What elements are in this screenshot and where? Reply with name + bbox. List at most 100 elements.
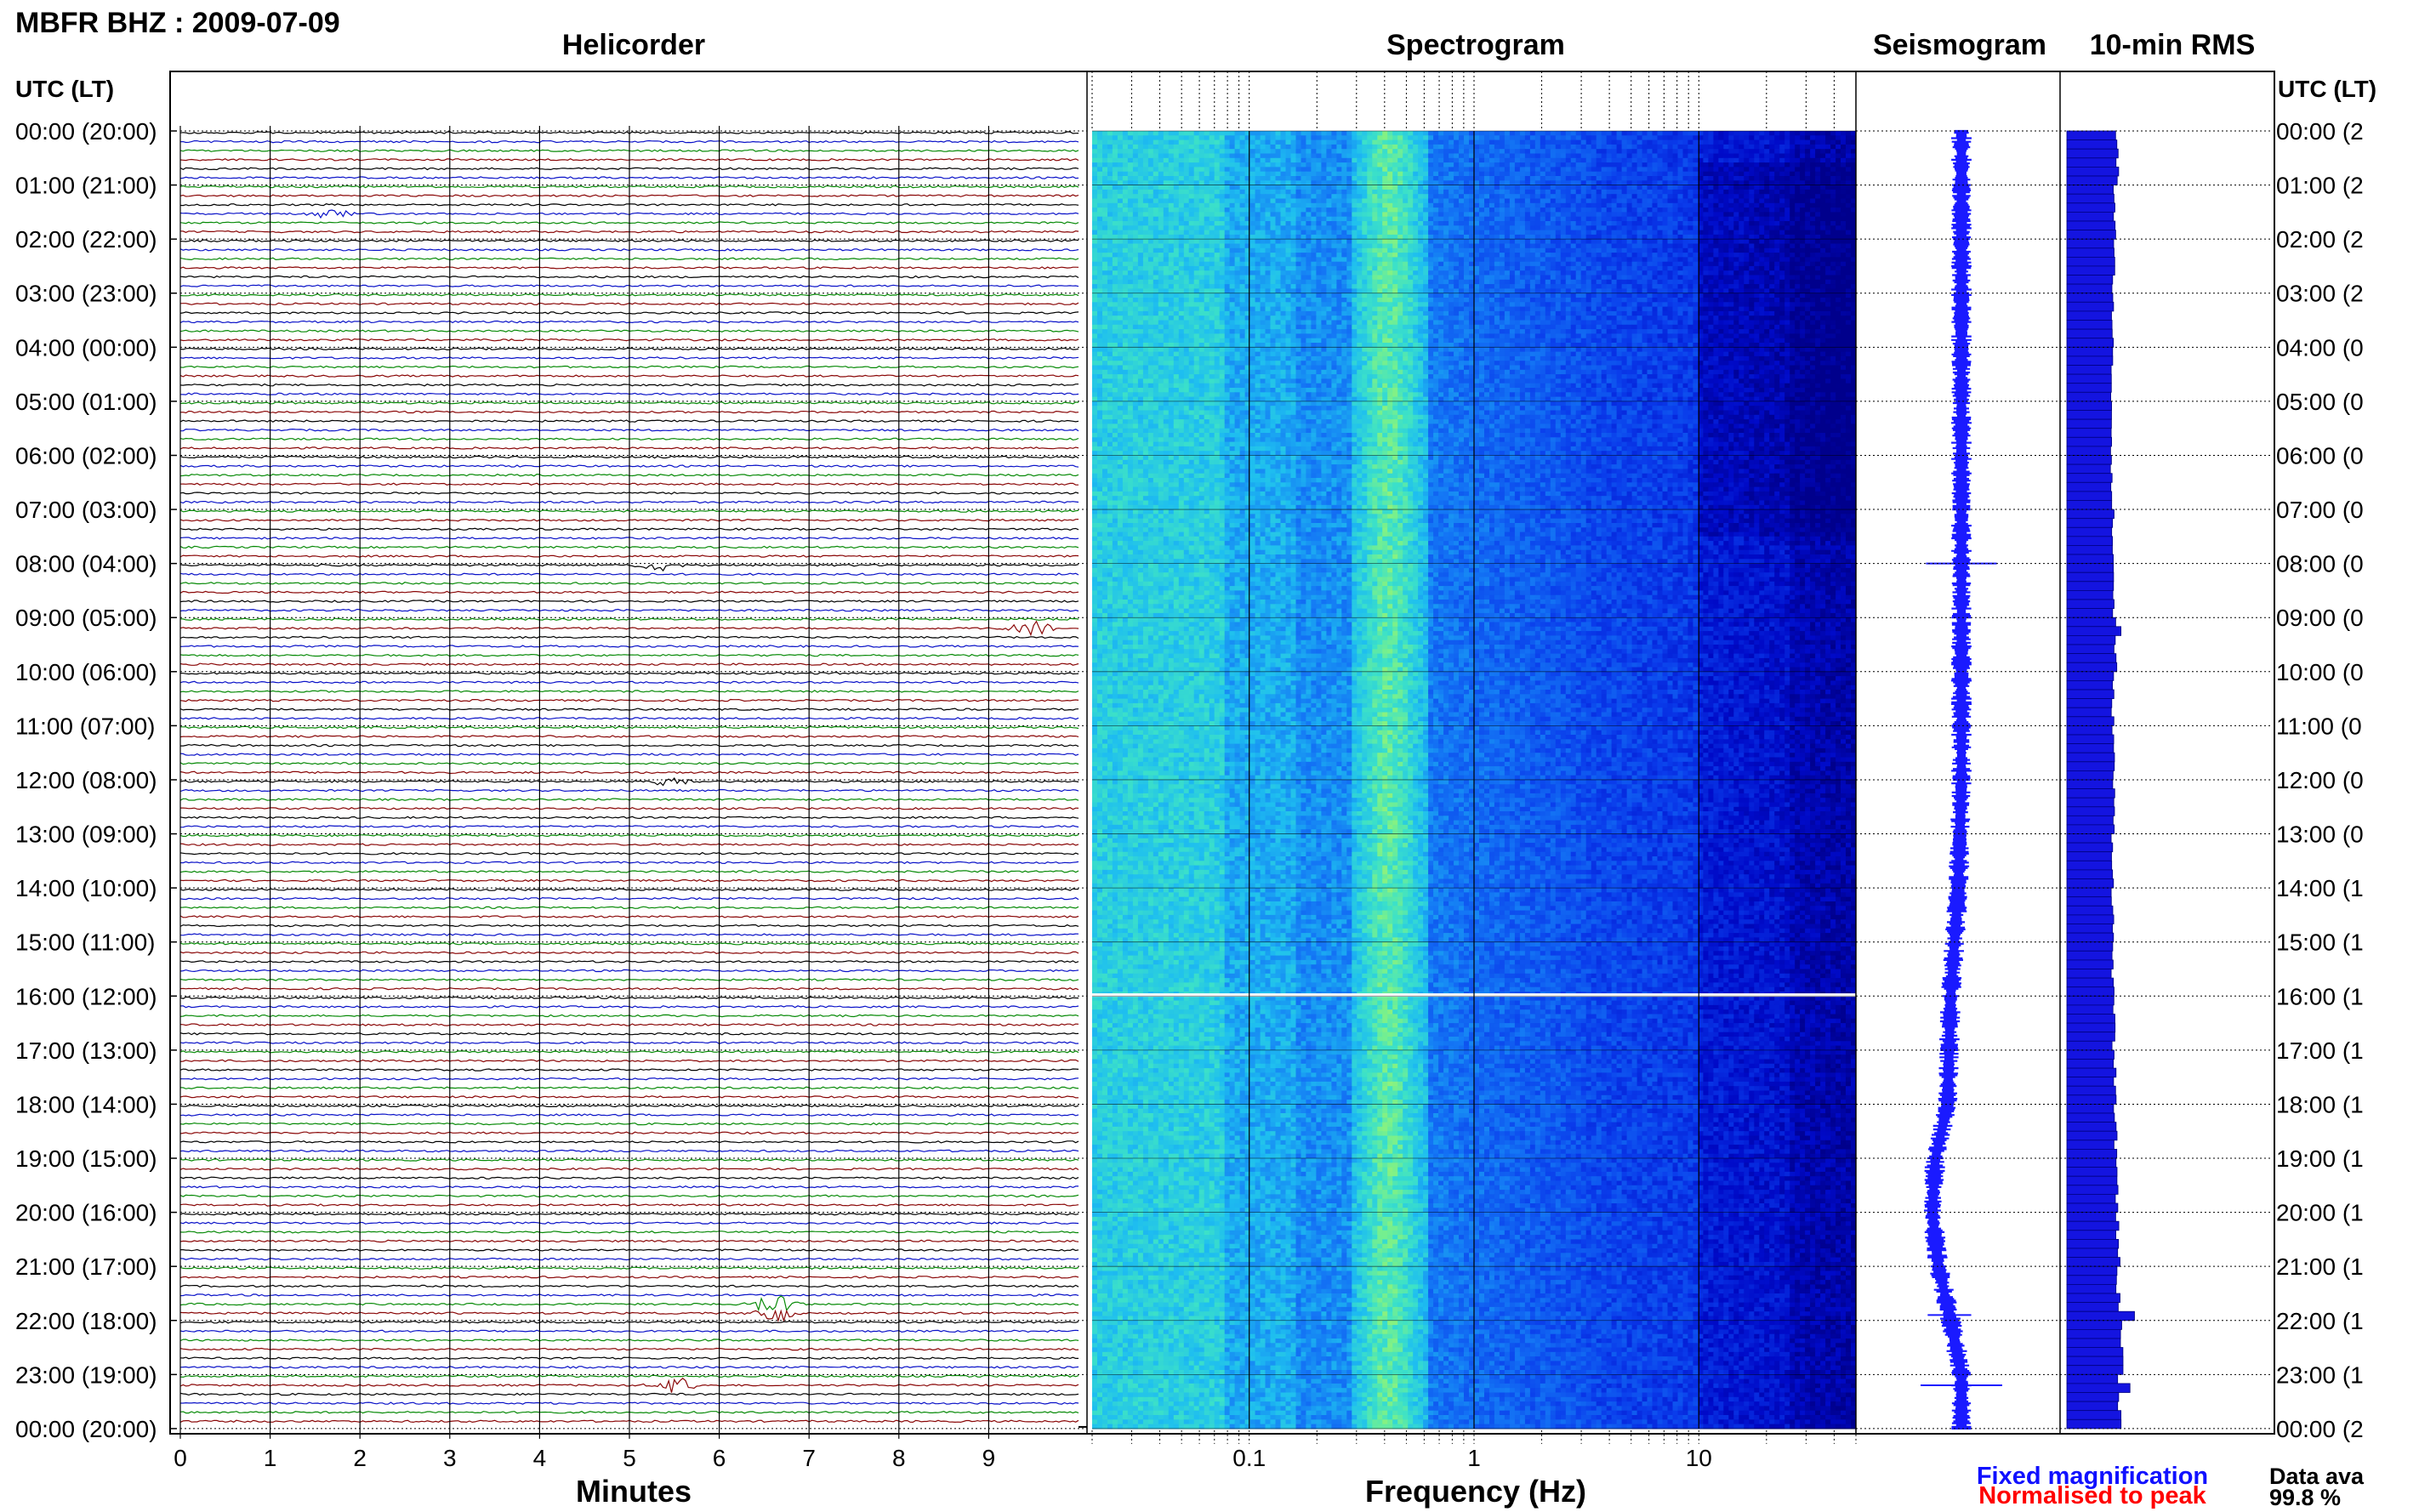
spectrogram-cell	[1438, 216, 1444, 222]
spectrogram-cell	[1331, 212, 1337, 218]
spectrogram-cell	[1703, 139, 1709, 145]
spectrogram-cell	[1173, 247, 1180, 253]
spectrogram-cell	[1178, 149, 1185, 155]
spectrogram-cell	[1147, 243, 1154, 249]
spectrogram-cell	[1529, 180, 1536, 186]
spectrogram-cell	[1744, 139, 1750, 145]
spectrogram-cell	[1550, 207, 1557, 213]
spectrogram-cell	[1362, 212, 1368, 218]
spectrogram-cell	[1642, 139, 1648, 145]
spectrogram-cell	[1550, 221, 1557, 226]
spectrogram-cell	[1428, 247, 1434, 253]
spectrogram-cell	[1158, 194, 1164, 200]
spectrogram-cell	[1311, 202, 1317, 208]
spectrogram-cell	[1234, 225, 1241, 231]
spectrogram-cell	[1565, 234, 1572, 240]
spectrogram-cell	[1550, 198, 1557, 204]
spectrogram-cell	[1142, 207, 1149, 213]
spectrogram-cell	[1423, 221, 1429, 226]
spectrogram-cell	[1682, 225, 1689, 231]
spectrogram-cell	[1428, 180, 1434, 186]
spectrogram-cell	[1524, 149, 1531, 155]
spectrogram-cell	[1214, 194, 1221, 200]
spectrogram-cell	[1092, 261, 1098, 267]
spectrogram-cell	[1326, 202, 1332, 208]
spectrogram-cell	[1367, 212, 1373, 218]
spectrogram-cell	[1688, 261, 1693, 267]
spectrogram-cell	[1336, 270, 1342, 276]
spectrogram-cell	[1173, 265, 1180, 271]
spectrogram-cell	[1362, 149, 1368, 155]
spectrogram-cell	[1846, 270, 1852, 276]
spectrogram-cell	[1570, 261, 1577, 267]
spectrogram-cell	[1403, 257, 1409, 263]
spectrogram-cell	[1616, 225, 1623, 231]
spectrogram-cell	[1443, 194, 1449, 200]
spectrogram-cell	[1295, 253, 1302, 258]
spectrogram-cell	[1392, 176, 1398, 181]
spectrogram-cell	[1570, 189, 1577, 195]
spectrogram-cell	[1739, 162, 1745, 168]
spectrogram-cell	[1499, 221, 1505, 226]
spectrogram-cell	[1234, 243, 1241, 249]
spectrogram-cell	[1851, 149, 1856, 155]
spectrogram-cell	[1484, 275, 1490, 281]
spectrogram-cell	[1392, 135, 1398, 141]
spectrogram-cell	[1703, 135, 1709, 141]
spectrogram-cell	[1703, 216, 1709, 222]
spectrogram-cell	[1433, 261, 1439, 267]
spectrogram-cell	[1851, 275, 1856, 281]
spectrogram-cell	[1504, 139, 1511, 145]
spectrogram-cell	[1449, 243, 1454, 249]
spectrogram-cell	[1575, 167, 1582, 173]
spectrogram-cell	[1428, 243, 1434, 249]
spectrogram-cell	[1565, 144, 1572, 150]
spectrogram-cell	[1591, 194, 1597, 200]
spectrogram-cell	[1688, 270, 1693, 276]
spectrogram-cell	[1494, 135, 1500, 141]
spectrogram-cell	[1362, 225, 1368, 231]
spectrogram-cell	[1107, 139, 1113, 145]
spectrogram-cell	[1290, 139, 1297, 145]
spectrogram-cell	[1479, 247, 1485, 253]
spectrogram-cell	[1469, 212, 1475, 218]
spectrogram-cell	[1733, 234, 1739, 240]
spectrogram-cell	[1224, 239, 1231, 245]
spectrogram-cell	[1428, 216, 1434, 222]
spectrogram-cell	[1484, 270, 1490, 276]
spectrogram-cell	[1749, 212, 1755, 218]
spectrogram-cell	[1464, 243, 1470, 249]
spectrogram-cell	[1204, 265, 1210, 271]
spectrogram-cell	[1611, 194, 1618, 200]
spectrogram-cell	[1219, 153, 1226, 159]
spectrogram-cell	[1275, 171, 1282, 177]
spectrogram-cell	[1846, 239, 1852, 245]
spectrogram-cell	[1357, 144, 1363, 150]
spectrogram-cell	[1331, 265, 1337, 271]
spectrogram-cell	[1662, 189, 1669, 195]
spectrogram-cell	[1469, 234, 1475, 240]
spectrogram-cell	[1529, 216, 1536, 222]
spectrogram-cell	[1494, 176, 1500, 181]
spectrogram-cell	[1198, 221, 1205, 226]
spectrogram-cell	[1408, 221, 1414, 226]
spectrogram-cell	[1418, 189, 1424, 195]
spectrogram-cell	[1499, 234, 1505, 240]
spectrogram-cell	[1280, 139, 1287, 145]
spectrogram-cell	[1744, 189, 1750, 195]
spectrogram-cell	[1306, 212, 1312, 218]
spectrogram-cell	[1367, 239, 1373, 245]
spectrogram-cell	[1198, 176, 1205, 181]
spectrogram-cell	[1846, 230, 1852, 236]
spectrogram-cell	[1097, 234, 1103, 240]
spectrogram-cell	[1774, 139, 1780, 145]
spectrogram-cell	[1713, 270, 1719, 276]
spectrogram-cell	[1198, 253, 1205, 258]
spectrogram-cell	[1565, 239, 1572, 245]
spectrogram-cell	[1117, 157, 1124, 163]
spectrogram-cell	[1790, 153, 1796, 159]
spectrogram-cell	[1102, 157, 1108, 163]
spectrogram-cell	[1311, 149, 1317, 155]
spectrogram-cell	[1790, 270, 1796, 276]
spectrogram-cell	[1672, 167, 1679, 173]
